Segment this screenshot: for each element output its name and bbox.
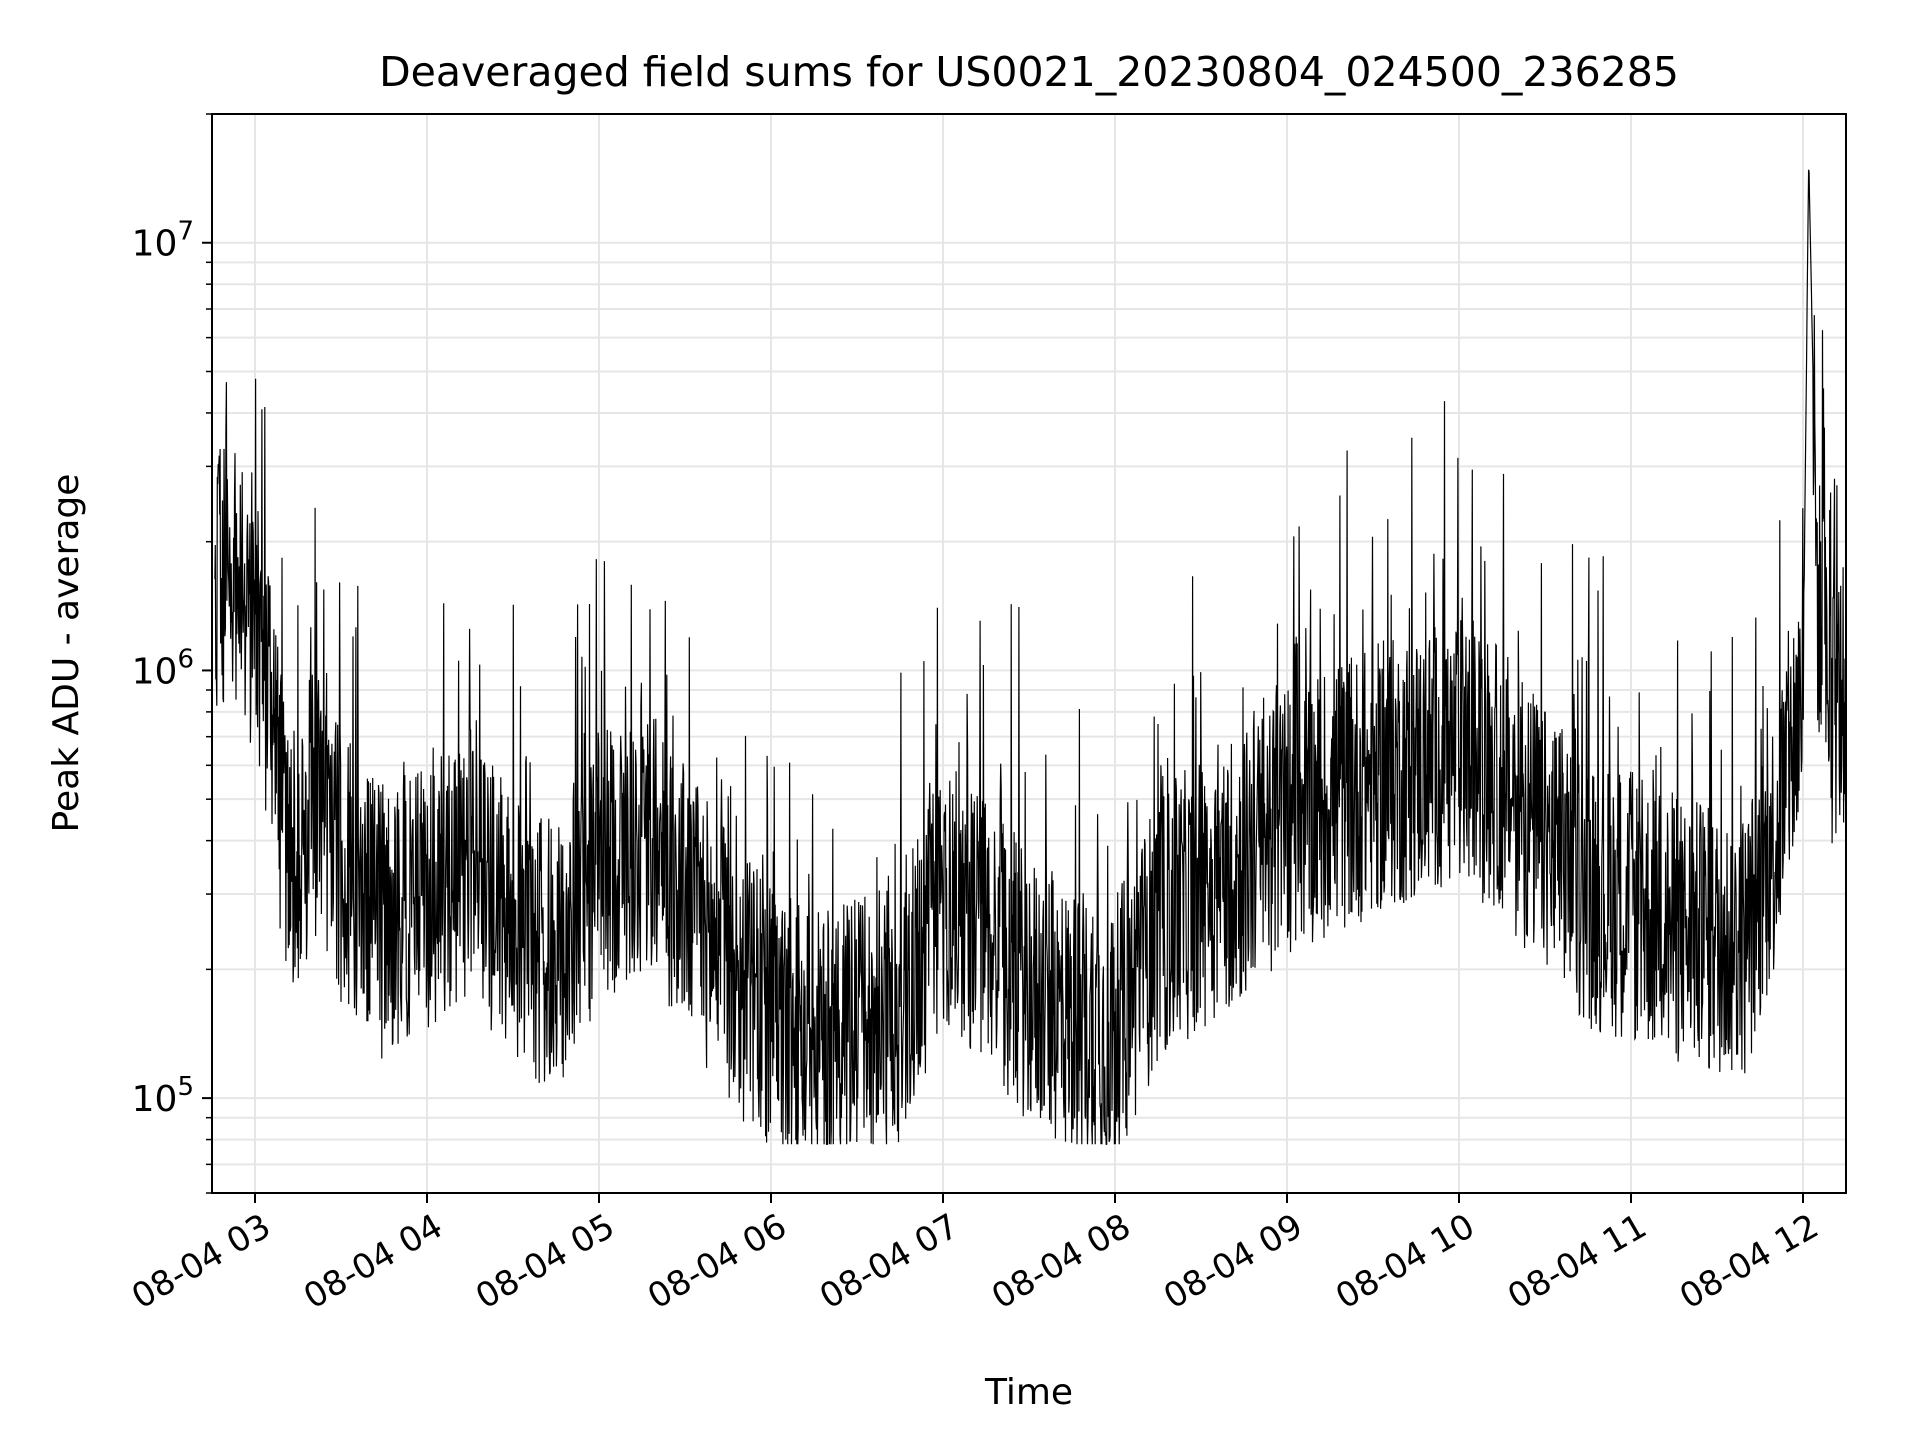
series-line bbox=[214, 169, 1847, 1145]
y-tick-label: 106 bbox=[132, 644, 194, 692]
y-axis-label: Peak ADU - average bbox=[46, 474, 87, 833]
chart-title: Deaveraged field sums for US0021_2023080… bbox=[379, 48, 1679, 96]
plot-frame bbox=[211, 113, 1847, 1194]
y-tick-label: 105 bbox=[132, 1072, 194, 1120]
x-axis-label: Time bbox=[984, 1372, 1073, 1413]
y-tick-label: 107 bbox=[132, 217, 194, 265]
series-path bbox=[214, 169, 1847, 1145]
